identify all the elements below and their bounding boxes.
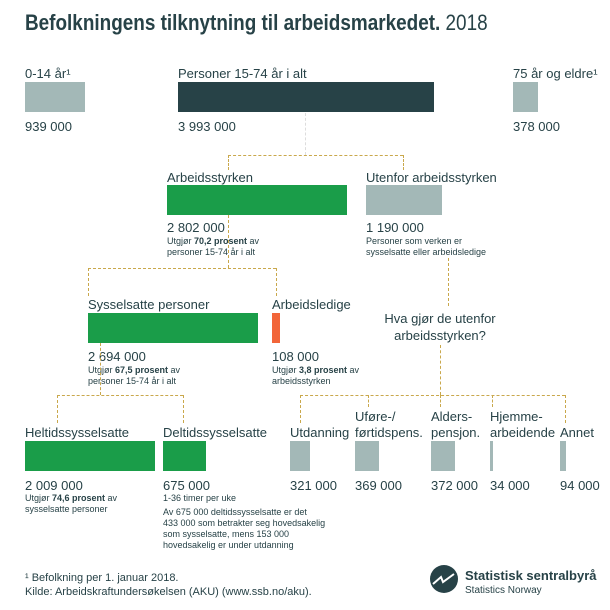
ssb-logo	[430, 565, 458, 598]
note-arbeidsstyrken: Utgjør 70,2 prosent av personer 15-74 år …	[167, 236, 260, 257]
connector	[440, 395, 441, 407]
value-arbeidsstyrken: 2 802 000	[167, 220, 225, 235]
value-ledige: 108 000	[272, 349, 319, 364]
value-deltid: 675 000	[163, 478, 210, 493]
label-outside: Uføre-/førtidspens.	[355, 409, 423, 440]
label-heltid: Heltidssysselsatte	[25, 425, 130, 440]
connector	[276, 268, 277, 296]
connector	[228, 215, 229, 268]
connector	[300, 395, 301, 423]
logo-name: Statistisk sentralbyrå	[465, 568, 597, 583]
bar-heltid	[25, 441, 155, 471]
label-0-14: 0-14 år¹	[25, 66, 71, 81]
label-outside: Alders-pensjon.	[431, 409, 481, 440]
connector	[492, 395, 493, 407]
bar-utenfor	[366, 185, 442, 215]
bar-outside	[355, 441, 379, 471]
label-sysselsatte: Sysselsatte personer	[88, 297, 210, 312]
value-15-74: 3 993 000	[178, 119, 236, 134]
value-heltid: 2 009 000	[25, 478, 83, 493]
connector	[88, 268, 276, 269]
bar-outside	[290, 441, 310, 471]
footnote: ¹ Befolkning per 1. januar 2018. Kilde: A…	[25, 572, 312, 598]
connector	[403, 155, 404, 170]
bar-arbeidsstyrken	[167, 185, 347, 215]
value-0-14: 939 000	[25, 119, 72, 134]
note-utenfor: Personer som verken er sysselsatte eller …	[366, 236, 487, 257]
value-outside: 34 000	[490, 478, 530, 493]
bar-ledige	[272, 313, 280, 343]
label-ledige: Arbeidsledige	[272, 297, 351, 312]
bar-outside	[431, 441, 455, 471]
note-deltid: Av 675 000 deltidssysselsatte er det 433 …	[163, 507, 326, 550]
connector	[183, 395, 184, 423]
connector	[448, 258, 449, 306]
connector	[100, 343, 101, 395]
value-sysselsatte: 2 694 000	[88, 349, 146, 364]
label-deltid: Deltidssysselsatte	[163, 425, 268, 440]
bar-15-74	[178, 82, 434, 112]
label-outside: Hjemme-arbeidende	[490, 409, 556, 440]
connector	[57, 395, 58, 423]
label-arbeidsstyrken: Arbeidsstyrken	[167, 170, 253, 185]
connector	[88, 268, 89, 296]
bar-sysselsatte	[88, 313, 258, 343]
page-title: Befolkningens tilknytning til arbeidsmar…	[25, 10, 488, 35]
connector	[57, 395, 183, 396]
label-75plus: 75 år og eldre¹	[513, 66, 598, 81]
connector	[300, 395, 565, 396]
value-outside: 321 000	[290, 478, 337, 493]
note-ledige: Utgjør 3,8 prosent av arbeidsstyrken	[272, 365, 360, 386]
bar-outside	[490, 441, 493, 471]
label-15-74: Personer 15-74 år i alt	[178, 66, 307, 81]
logo-sub: Statistics Norway	[465, 585, 542, 596]
label-utenfor: Utenfor arbeidsstyrken	[366, 170, 497, 185]
bar-75plus	[513, 82, 538, 112]
note-heltid: Utgjør 74,6 prosent av sysselsatte person…	[25, 493, 118, 514]
value-75plus: 378 000	[513, 119, 560, 134]
bar-outside	[560, 441, 566, 471]
value-outside: 94 000	[560, 478, 600, 493]
ssb-logo-icon	[430, 565, 458, 593]
label-outside: Annet	[560, 425, 594, 440]
connector	[228, 155, 229, 170]
value-outside: 369 000	[355, 478, 402, 493]
connector	[305, 113, 306, 155]
bar-0-14	[25, 82, 85, 112]
label-outside: Utdanning	[290, 425, 350, 440]
value-utenfor: 1 190 000	[366, 220, 424, 235]
value-outside: 372 000	[431, 478, 478, 493]
question-text: Hva gjør de utenfor arbeidsstyrken?	[384, 311, 496, 343]
note-deltid-hours: 1-36 timer per uke	[163, 493, 237, 503]
connector	[440, 345, 441, 395]
connector	[228, 155, 403, 156]
note-sysselsatte: Utgjør 67,5 prosent av personer 15-74 år …	[88, 365, 181, 386]
connector	[368, 395, 369, 407]
connector	[565, 395, 566, 423]
bar-deltid	[163, 441, 206, 471]
